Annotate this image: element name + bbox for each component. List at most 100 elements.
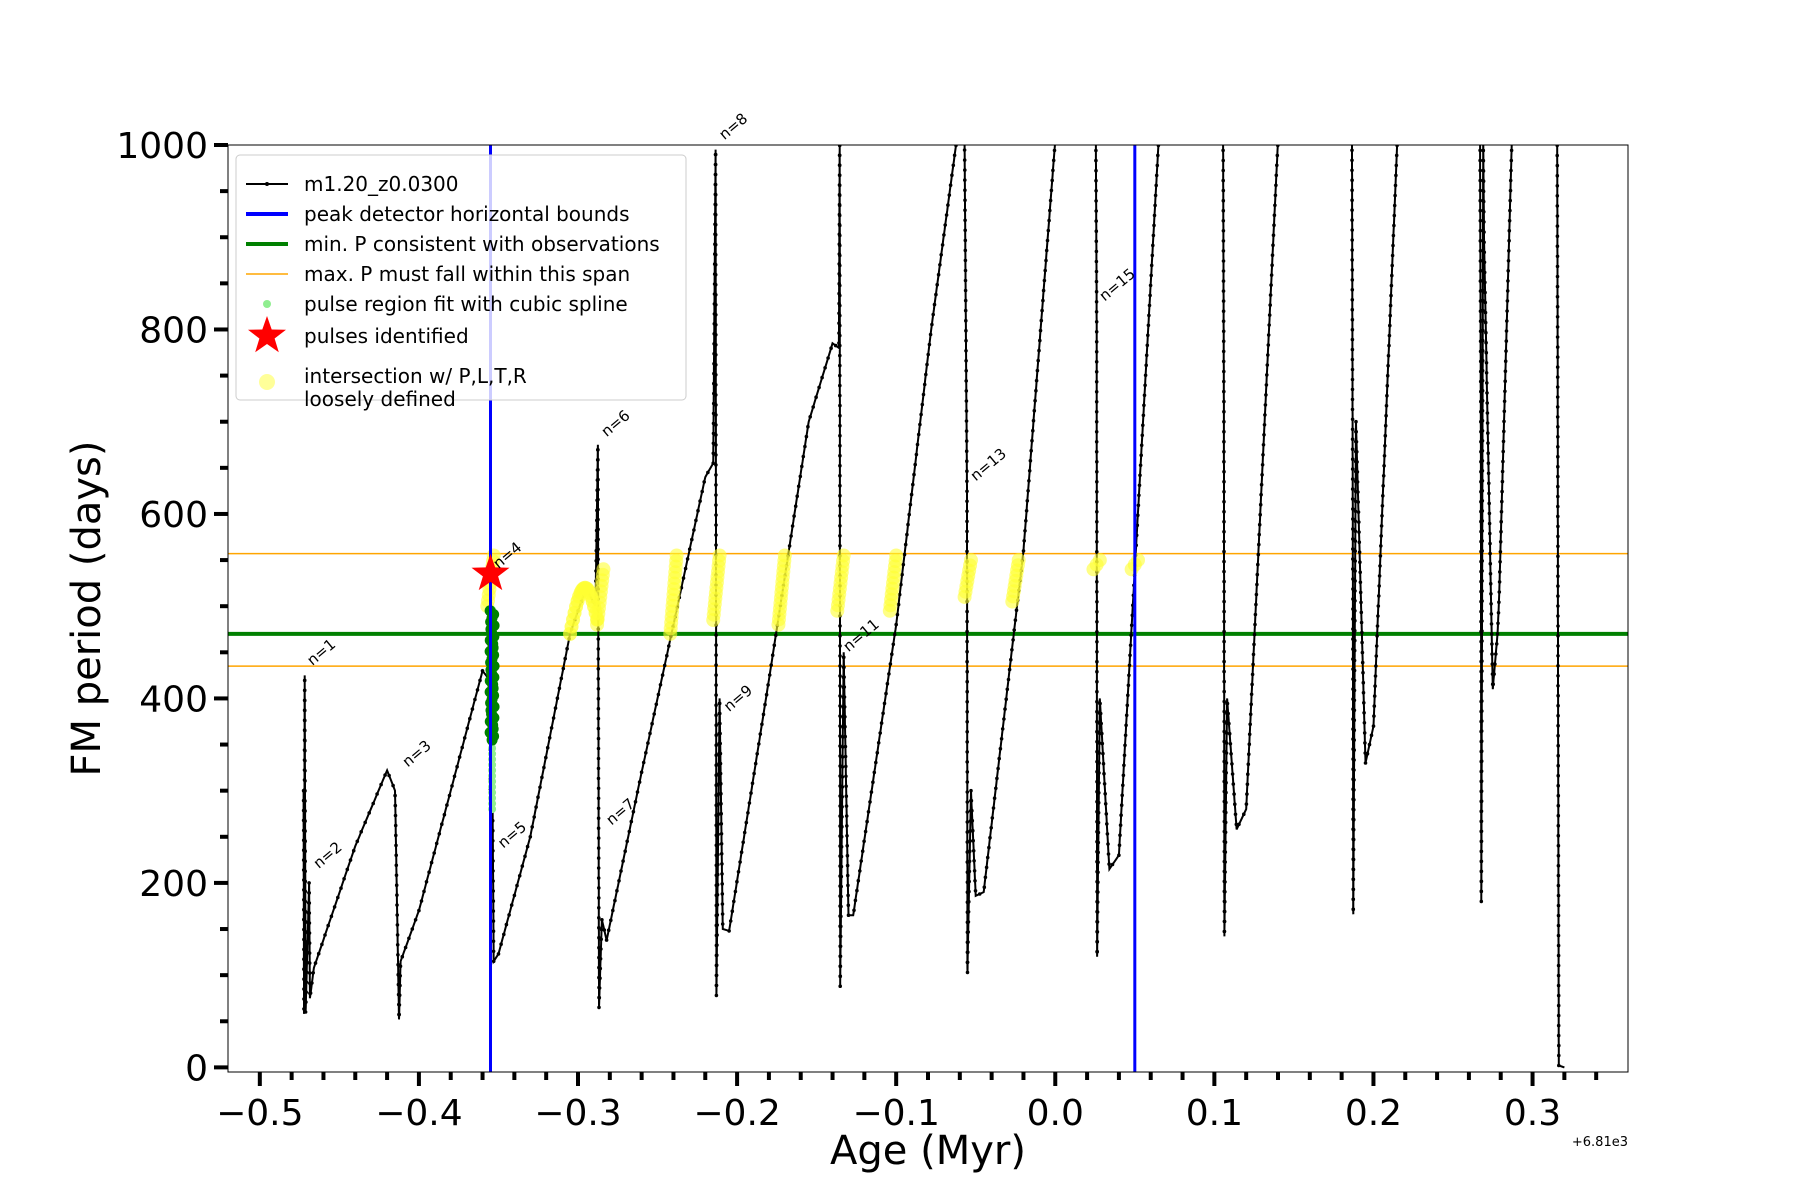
curve-point (1485, 391, 1489, 395)
curve-point (599, 947, 603, 951)
curve-point (1479, 829, 1484, 834)
curve-point (542, 765, 546, 770)
curve-point (1331, 139, 1335, 143)
curve-point (714, 383, 718, 387)
curve-point (596, 806, 601, 811)
curve-point (1041, 288, 1046, 293)
legend-marker (265, 182, 269, 186)
curve-point (1530, 139, 1534, 143)
intersection-point (836, 548, 851, 563)
curve-point (596, 527, 600, 532)
curve-point (1383, 444, 1387, 448)
curve-point (307, 881, 311, 885)
curve-point (713, 222, 718, 227)
curve-point (1509, 148, 1514, 153)
curve-point (359, 830, 364, 834)
curve-point (845, 834, 849, 838)
curve-point (1556, 873, 1561, 878)
curve-point (996, 766, 1000, 771)
curve-point (1372, 704, 1377, 708)
curve-point (1497, 590, 1502, 594)
curve-point (1009, 657, 1013, 662)
curve-point (1359, 610, 1364, 615)
curve-point (1350, 258, 1354, 262)
curve-point (1555, 264, 1560, 269)
legend-label: m1.20_z0.0300 (304, 172, 459, 196)
curve-point (1362, 721, 1367, 725)
curve-point (1392, 213, 1397, 218)
curve-point (1095, 719, 1099, 724)
curve-point (1094, 310, 1099, 314)
curve-point (596, 687, 601, 691)
curve-point (844, 784, 848, 788)
curve-point (714, 703, 718, 707)
curve-point (962, 148, 967, 152)
curve-point (1221, 309, 1226, 314)
curve-point (308, 971, 312, 975)
curve-point (838, 473, 842, 478)
curve-point (970, 818, 975, 823)
curve-point (303, 849, 308, 853)
curve-point (1224, 751, 1229, 755)
curve-point (1379, 524, 1384, 528)
curve-point (1222, 429, 1226, 434)
curve-point (1360, 630, 1364, 635)
curve-point (1097, 751, 1101, 755)
curve-point (714, 973, 719, 978)
curve-point (928, 332, 933, 337)
curve-point (1261, 443, 1266, 447)
curve-point (1488, 551, 1492, 556)
curve-point (982, 885, 987, 889)
curve-point (892, 632, 897, 637)
curve-point (1481, 199, 1486, 204)
curve-point (473, 697, 477, 702)
curve-point (475, 688, 480, 692)
curve-point (1269, 273, 1274, 277)
curve-point (596, 856, 601, 860)
curve-point (846, 903, 851, 908)
curve-point (1420, 139, 1424, 143)
curve-point (1273, 203, 1277, 208)
curve-point (1556, 863, 1561, 868)
curve-point (1353, 509, 1358, 514)
curve-point (965, 679, 969, 684)
curve-point (1478, 219, 1483, 223)
curve-point (1222, 919, 1227, 924)
curve-point (1038, 338, 1042, 343)
curve-point (345, 867, 350, 872)
curve-point (1350, 228, 1354, 232)
curve-point (395, 913, 400, 917)
curve-point (1506, 269, 1510, 273)
curve-point (1385, 393, 1389, 398)
curve-point (1480, 408, 1485, 413)
curve-point (951, 163, 956, 168)
curve-point (719, 842, 724, 846)
curve-point (387, 773, 391, 778)
x-axis-label: Age (Myr) (830, 1128, 1026, 1174)
curve-point (837, 163, 842, 168)
curve-point (971, 828, 975, 833)
curve-point (714, 303, 718, 307)
curve-point (1224, 741, 1229, 745)
legend-entry: min. P consistent with observations (246, 232, 660, 256)
legend-entry: pulses identified (248, 316, 469, 353)
curve-point (427, 870, 431, 874)
intersection-point (889, 548, 904, 563)
curve-point (772, 643, 777, 647)
curve-point (1321, 139, 1325, 143)
curve-point (1481, 298, 1485, 303)
curve-point (1555, 204, 1560, 208)
curve-point (1301, 139, 1305, 143)
curve-point (609, 918, 613, 923)
curve-point (1122, 753, 1127, 758)
curve-point (1505, 299, 1510, 303)
curve-point (838, 724, 842, 728)
period-curve-series (301, 139, 1565, 1069)
curve-point (1007, 667, 1012, 672)
curve-point (419, 899, 424, 903)
curve-point (447, 793, 452, 798)
intersection-point (712, 548, 727, 563)
curve-point (1094, 390, 1099, 394)
curve-point (1118, 833, 1122, 837)
curve-point (796, 484, 801, 489)
